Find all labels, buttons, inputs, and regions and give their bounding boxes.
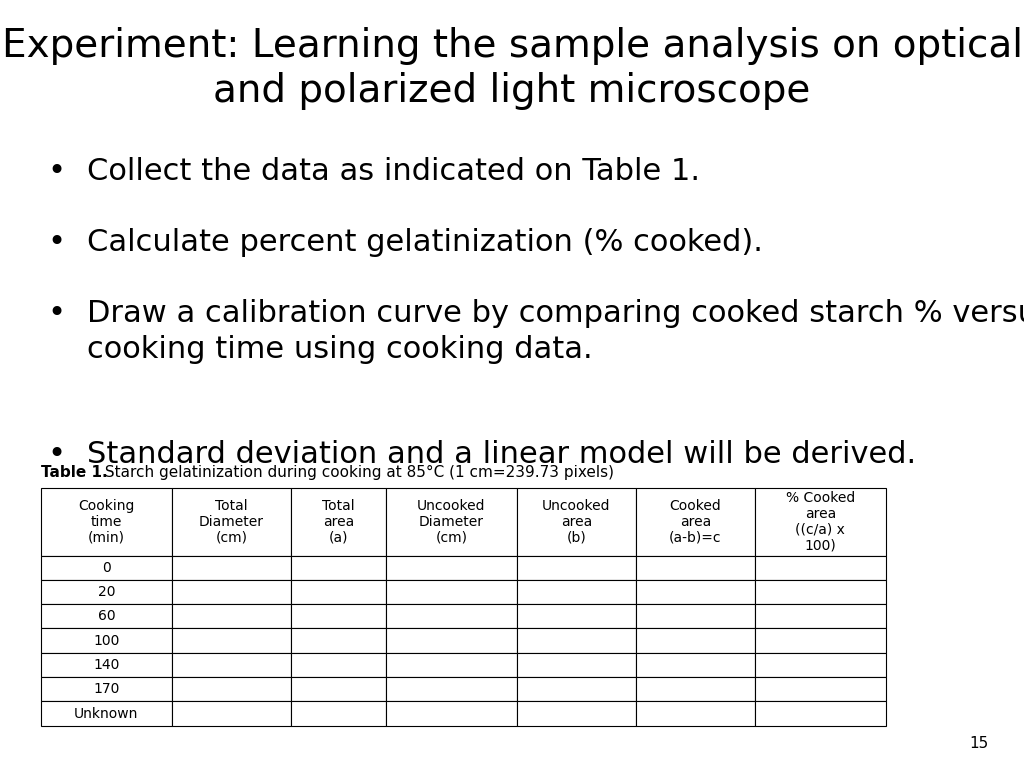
Bar	[41, 653, 172, 677]
Bar	[636, 580, 755, 604]
Bar	[386, 580, 517, 604]
Bar	[636, 677, 755, 701]
Bar	[755, 488, 886, 555]
Bar	[636, 653, 755, 677]
Bar	[41, 677, 172, 701]
Bar	[386, 653, 517, 677]
Bar	[41, 488, 172, 555]
Bar	[517, 604, 636, 628]
Bar	[41, 555, 172, 580]
Bar	[172, 628, 291, 653]
Text: 100: 100	[93, 634, 120, 647]
Bar	[172, 580, 291, 604]
Bar	[291, 555, 386, 580]
Bar	[291, 488, 386, 555]
Bar	[636, 628, 755, 653]
Bar	[386, 604, 517, 628]
Bar	[517, 677, 636, 701]
Text: 170: 170	[93, 682, 120, 697]
Bar	[172, 555, 291, 580]
Bar	[291, 701, 386, 726]
Bar	[636, 701, 755, 726]
Bar	[386, 555, 517, 580]
Bar	[41, 701, 172, 726]
Bar	[291, 653, 386, 677]
Bar	[517, 628, 636, 653]
Text: Collect the data as indicated on Table 1.: Collect the data as indicated on Table 1…	[87, 157, 700, 187]
Text: •: •	[47, 228, 66, 257]
Text: Cooked
area
(a-b)=c: Cooked area (a-b)=c	[669, 499, 722, 545]
Text: 140: 140	[93, 658, 120, 672]
Bar	[41, 580, 172, 604]
Bar	[172, 653, 291, 677]
Text: 60: 60	[97, 609, 116, 624]
Text: Uncooked
area
(b): Uncooked area (b)	[542, 499, 610, 545]
Bar	[755, 701, 886, 726]
Bar	[517, 580, 636, 604]
Text: Cooking
time
(min): Cooking time (min)	[78, 499, 134, 545]
Bar	[517, 653, 636, 677]
Text: Uncooked
Diameter
(cm): Uncooked Diameter (cm)	[417, 499, 485, 545]
Bar	[755, 628, 886, 653]
Bar	[755, 555, 886, 580]
Text: Total
Diameter
(cm): Total Diameter (cm)	[199, 499, 264, 545]
Text: Starch gelatinization during cooking at 85°C (1 cm=239.73 pixels): Starch gelatinization during cooking at …	[100, 465, 614, 480]
Text: 20: 20	[97, 585, 115, 599]
Bar	[755, 580, 886, 604]
Bar	[755, 677, 886, 701]
Bar	[291, 604, 386, 628]
Text: % Cooked
area
((c/a) x
100): % Cooked area ((c/a) x 100)	[785, 491, 855, 552]
Bar	[636, 555, 755, 580]
Text: Total
area
(a): Total area (a)	[323, 499, 354, 545]
Text: •: •	[47, 299, 66, 328]
Bar	[386, 488, 517, 555]
Bar	[41, 604, 172, 628]
Text: •: •	[47, 157, 66, 187]
Bar	[172, 701, 291, 726]
Bar	[172, 488, 291, 555]
Text: Table 1.: Table 1.	[41, 465, 108, 480]
Bar	[517, 555, 636, 580]
Text: Unknown: Unknown	[74, 707, 138, 720]
Bar	[636, 604, 755, 628]
Text: 15: 15	[969, 736, 988, 751]
Bar	[517, 488, 636, 555]
Bar	[755, 604, 886, 628]
Bar	[291, 677, 386, 701]
Text: Calculate percent gelatinization (% cooked).: Calculate percent gelatinization (% cook…	[87, 228, 763, 257]
Bar	[517, 701, 636, 726]
Bar	[41, 628, 172, 653]
Bar	[172, 677, 291, 701]
Text: •: •	[47, 440, 66, 469]
Text: Draw a calibration curve by comparing cooked starch % versus
cooking time using : Draw a calibration curve by comparing co…	[87, 299, 1024, 364]
Text: Experiment: Learning the sample analysis on optical
and polarized light microsco: Experiment: Learning the sample analysis…	[1, 27, 1023, 111]
Bar	[386, 628, 517, 653]
Bar	[291, 580, 386, 604]
Bar	[291, 628, 386, 653]
Bar	[172, 604, 291, 628]
Bar	[636, 488, 755, 555]
Text: 0: 0	[102, 561, 111, 574]
Text: Standard deviation and a linear model will be derived.: Standard deviation and a linear model wi…	[87, 440, 916, 469]
Bar	[755, 653, 886, 677]
Bar	[386, 701, 517, 726]
Bar	[386, 677, 517, 701]
